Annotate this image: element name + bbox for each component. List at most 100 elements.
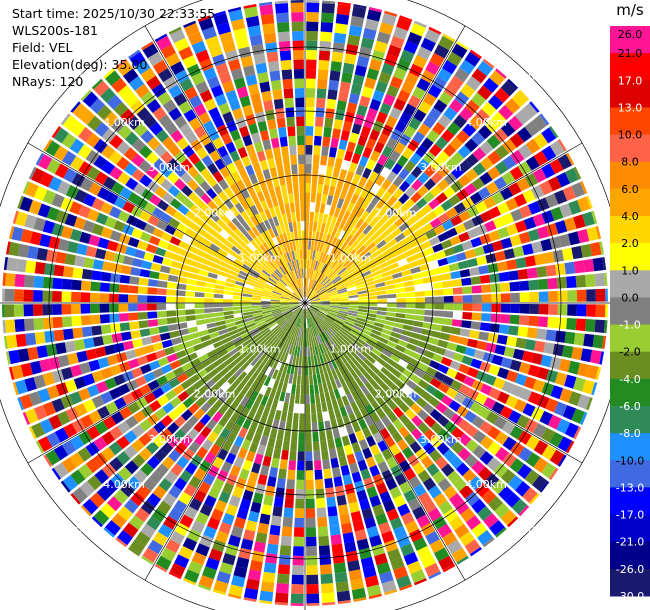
- ppi-bin: [539, 113, 550, 126]
- ppi-bin: [477, 466, 493, 482]
- ppi-bin: [373, 344, 385, 353]
- ppi-bin: [497, 202, 510, 215]
- ppi-bin: [267, 157, 276, 169]
- ppi-bin: [398, 221, 410, 233]
- ppi-bin: [385, 284, 396, 290]
- ppi-bin: [346, 314, 357, 320]
- ppi-bin: [331, 399, 339, 410]
- ppi-bin: [193, 420, 205, 433]
- ppi-bin: [250, 357, 260, 367]
- ppi-bin: [132, 258, 143, 268]
- azimuth-spokes: [0, 0, 625, 610]
- ppi-bin: [424, 303, 435, 310]
- ppi-bin: [45, 140, 61, 157]
- ppi-bin: [345, 281, 355, 288]
- ppi-bin: [174, 522, 190, 537]
- ppi-bin: [292, 270, 298, 280]
- ppi-bin: [260, 341, 270, 350]
- ppi-bin: [167, 409, 180, 421]
- ppi-bin: [367, 292, 378, 297]
- ppi-bin: [200, 373, 212, 385]
- ppi-bin: [390, 383, 401, 395]
- ppi-bin: [528, 315, 539, 327]
- colorbar-swatch: [610, 297, 650, 326]
- ppi-bin: [292, 546, 304, 556]
- ppi-bin: [262, 242, 271, 252]
- ppi-bin: [316, 354, 322, 365]
- ppi-bin: [497, 367, 510, 380]
- ppi-bin: [212, 195, 224, 207]
- ppi-bin: [240, 384, 250, 396]
- ppi-bin: [356, 55, 370, 68]
- ppi-bin: [429, 236, 441, 246]
- ppi-bin: [365, 284, 376, 290]
- ppi-bin: [417, 409, 429, 421]
- ppi-bin: [131, 227, 143, 239]
- ppi-bin: [402, 227, 414, 238]
- ppi-bin: [319, 392, 326, 403]
- ppi-bin: [318, 50, 331, 61]
- ppi-bin: [91, 197, 105, 211]
- ppi-bin: [140, 129, 154, 144]
- ppi-bin: [288, 241, 294, 252]
- ppi-bin: [99, 293, 110, 303]
- ppi-bin: [236, 179, 246, 191]
- ppi-bin: [548, 290, 558, 302]
- ppi-bin: [78, 126, 93, 143]
- ppi-bin: [301, 268, 304, 279]
- ppi-bin: [286, 313, 294, 321]
- ppi-bin: [232, 336, 243, 344]
- ppi-bin: [317, 526, 329, 537]
- ppi-bin: [430, 267, 441, 276]
- field-name: Field: VEL: [12, 40, 73, 55]
- ppi-bin: [310, 303, 321, 307]
- ppi-bin: [508, 182, 522, 196]
- ppi-bin: [261, 300, 271, 303]
- ppi-bin: [395, 287, 406, 294]
- ppi-bin: [288, 222, 294, 233]
- ppi-bin: [285, 107, 295, 118]
- ppi-bin: [245, 113, 256, 126]
- ppi-bin: [174, 442, 187, 455]
- ppi-bin: [264, 148, 274, 160]
- ppi-bin: [268, 60, 280, 72]
- ppi-bin: [122, 68, 139, 84]
- ppi-bin: [442, 280, 453, 288]
- ppi-bin: [203, 525, 217, 539]
- ppi-bin: [288, 314, 296, 323]
- ppi-bin: [312, 374, 318, 385]
- range-ring-label: 5.00km: [58, 523, 100, 536]
- ppi-bin: [353, 229, 363, 240]
- ppi-bin: [233, 77, 246, 90]
- ppi-bin: [366, 368, 377, 378]
- ppi-bin: [166, 317, 177, 325]
- ppi-bin: [130, 388, 144, 401]
- ppi-bin: [331, 467, 341, 478]
- ppi-bin: [311, 326, 316, 337]
- ppi-bin: [291, 21, 304, 32]
- ppi-bin: [306, 31, 318, 41]
- ppi-bin: [198, 329, 209, 337]
- ppi-bin: [357, 311, 368, 316]
- ppi-bin: [122, 392, 135, 405]
- ppi-bin: [260, 465, 270, 476]
- ppi-bin: [314, 260, 319, 271]
- ppi-bin: [255, 424, 265, 435]
- ppi-bin: [160, 231, 173, 242]
- ppi-bin: [250, 501, 262, 514]
- ppi-bin: [53, 329, 65, 342]
- ppi-bin: [251, 251, 261, 261]
- ppi-bin: [375, 396, 387, 408]
- ppi-bin: [205, 557, 220, 571]
- ppi-bin: [69, 391, 83, 405]
- ppi-bin: [238, 328, 249, 336]
- ppi-bin: [309, 221, 314, 231]
- ppi-bin: [405, 291, 416, 298]
- ppi-bin: [242, 293, 253, 298]
- ppi-bin: [306, 12, 319, 22]
- ppi-bin: [244, 232, 254, 242]
- ppi-bin: [317, 311, 326, 318]
- ppi-bin: [399, 180, 411, 193]
- ppi-bin: [407, 454, 420, 467]
- ppi-bin: [80, 280, 92, 291]
